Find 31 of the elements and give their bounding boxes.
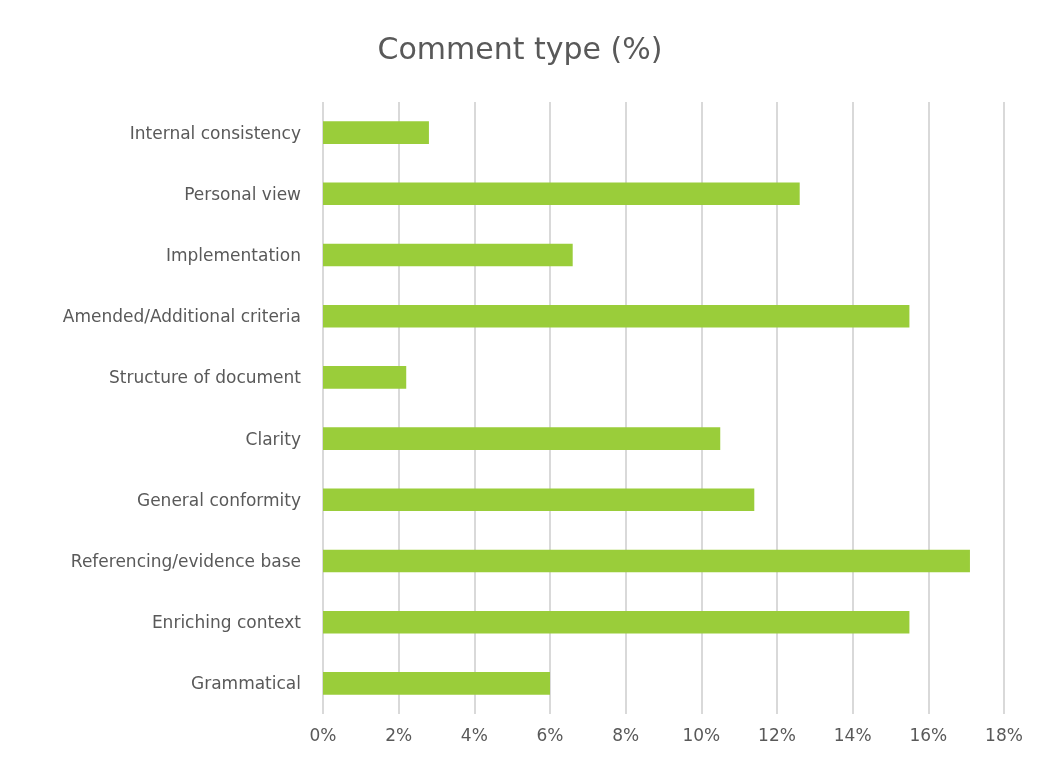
x-tick-label: 8% (612, 724, 640, 745)
x-tick-label: 0% (309, 724, 337, 745)
x-tick-label: 18% (985, 724, 1023, 745)
x-tick-label: 10% (682, 724, 721, 745)
bar (323, 488, 755, 512)
x-tick-label: 16% (909, 724, 948, 745)
x-tick-label: 4% (460, 724, 488, 745)
y-tick-label: Clarity (245, 428, 301, 449)
chart-title: Comment type (%) (377, 30, 663, 66)
x-tick-label: 2% (385, 724, 413, 745)
y-tick-label: Internal consistency (129, 122, 301, 143)
bar (323, 243, 573, 267)
x-tick-label: 14% (833, 724, 872, 745)
bar (323, 672, 550, 695)
y-tick-label: Grammatical (191, 673, 301, 694)
bar (323, 610, 910, 634)
bar (323, 182, 800, 206)
bar (323, 427, 721, 450)
y-tick-label: Enriching context (151, 612, 302, 633)
x-tick-label: 6% (536, 724, 564, 745)
y-tick-label: General conformity (136, 489, 301, 510)
bar (323, 304, 910, 328)
bar (323, 366, 407, 389)
bar (323, 121, 429, 144)
y-tick-label: Personal view (184, 183, 302, 204)
x-tick-label: 12% (758, 724, 796, 745)
y-tick-label: Implementation (166, 245, 301, 265)
bar (323, 549, 970, 573)
y-tick-label: Amended/Additional criteria (62, 306, 301, 327)
y-tick-label: Referencing/evidence base (70, 551, 301, 571)
y-tick-label: Structure of document (108, 367, 302, 388)
